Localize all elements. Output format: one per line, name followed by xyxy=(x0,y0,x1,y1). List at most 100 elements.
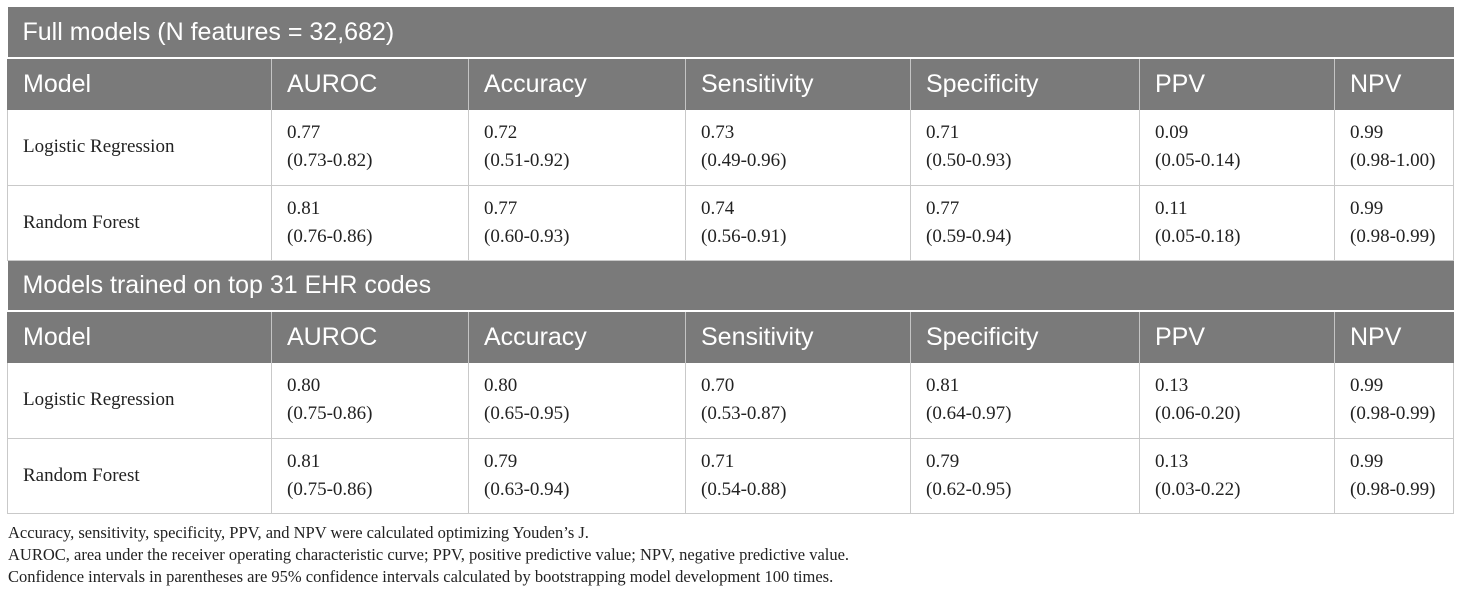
metric-ci: (0.75-0.86) xyxy=(287,478,373,500)
metric-value: 0.99 xyxy=(1350,375,1384,397)
results-table: Full models (N features = 32,682) Model … xyxy=(7,7,1455,514)
metric-value: 0.80 xyxy=(484,375,518,397)
metric-value: 0.99 xyxy=(1350,197,1384,219)
metric-ci: (0.56-0.91) xyxy=(701,225,787,247)
metric-value: 0.71 xyxy=(926,122,960,144)
metric-ci: (0.65-0.95) xyxy=(484,403,570,425)
metric-value: 0.77 xyxy=(484,197,518,219)
metric-ci: (0.06-0.20) xyxy=(1155,403,1241,425)
section-title: Full models (N features = 32,682) xyxy=(7,7,1454,59)
metric-cell: 0.99 (0.98-1.00) xyxy=(1333,110,1455,186)
model-name-cell: Logistic Regression xyxy=(7,363,272,439)
section-title-row: Full models (N features = 32,682) xyxy=(7,7,1454,59)
metric-cell: 0.71 (0.54-0.88) xyxy=(685,438,911,514)
metric-value: 0.73 xyxy=(701,122,735,144)
metric-ci: (0.53-0.87) xyxy=(701,403,787,425)
metric-value: 0.09 xyxy=(1155,122,1189,144)
model-name-cell: Random Forest xyxy=(7,185,272,261)
section-title-row: Models trained on top 31 EHR codes xyxy=(7,260,1454,312)
footnote: AUROC, area under the receiver operating… xyxy=(8,545,850,564)
metric-cell: 0.77 (0.59-0.94) xyxy=(910,185,1140,261)
column-header-row: Model AUROC Accuracy Sensitivity Specifi… xyxy=(7,311,1454,363)
model-name-cell: Logistic Regression xyxy=(7,110,272,186)
metric-ci: (0.54-0.88) xyxy=(701,478,787,500)
metric-ci: (0.03-0.22) xyxy=(1155,478,1241,500)
metric-value: 0.70 xyxy=(701,375,735,397)
metric-ci: (0.64-0.97) xyxy=(926,403,1012,425)
column-header-specificity: Specificity xyxy=(910,58,1140,110)
metric-ci: (0.63-0.94) xyxy=(484,478,570,500)
metric-value: 0.99 xyxy=(1350,122,1384,144)
metric-cell: 0.72 (0.51-0.92) xyxy=(468,110,686,186)
column-header-accuracy: Accuracy xyxy=(468,311,686,363)
metric-value: 0.80 xyxy=(287,375,321,397)
metric-cell: 0.99 (0.98-0.99) xyxy=(1333,185,1455,261)
metric-cell: 0.81 (0.64-0.97) xyxy=(910,363,1140,439)
metric-value: 0.81 xyxy=(926,375,960,397)
metric-cell: 0.79 (0.62-0.95) xyxy=(910,438,1140,514)
metric-ci: (0.76-0.86) xyxy=(287,225,373,247)
metric-cell: 0.81 (0.76-0.86) xyxy=(271,185,469,261)
metric-value: 0.13 xyxy=(1155,375,1189,397)
metric-ci: (0.49-0.96) xyxy=(701,150,787,172)
metric-cell: 0.79 (0.63-0.94) xyxy=(468,438,686,514)
metric-cell: 0.81 (0.75-0.86) xyxy=(271,438,469,514)
column-header-npv: NPV xyxy=(1333,311,1454,363)
metric-ci: (0.73-0.82) xyxy=(287,150,373,172)
column-header-sensitivity: Sensitivity xyxy=(685,311,911,363)
metric-cell: 0.73 (0.49-0.96) xyxy=(685,110,911,186)
metric-cell: 0.70 (0.53-0.87) xyxy=(685,363,911,439)
table-footnotes: Accuracy, sensitivity, specificity, PPV,… xyxy=(8,522,1448,588)
metric-ci: (0.62-0.95) xyxy=(926,478,1012,500)
footnote: Accuracy, sensitivity, specificity, PPV,… xyxy=(8,523,589,542)
metric-value: 0.81 xyxy=(287,450,321,472)
metric-cell: 0.11 (0.05-0.18) xyxy=(1139,185,1335,261)
metric-ci: (0.98-0.99) xyxy=(1350,225,1436,247)
column-header-row: Model AUROC Accuracy Sensitivity Specifi… xyxy=(7,58,1454,110)
metric-ci: (0.50-0.93) xyxy=(926,150,1012,172)
metric-cell: 0.80 (0.65-0.95) xyxy=(468,363,686,439)
metric-ci: (0.75-0.86) xyxy=(287,403,373,425)
table-row: Logistic Regression 0.80 (0.75-0.86) 0.80… xyxy=(7,363,1455,439)
metric-ci: (0.05-0.14) xyxy=(1155,150,1241,172)
column-header-ppv: PPV xyxy=(1139,311,1335,363)
metric-value: 0.81 xyxy=(287,197,321,219)
metric-ci: (0.98-1.00) xyxy=(1350,150,1436,172)
metric-cell: 0.13 (0.03-0.22) xyxy=(1139,438,1335,514)
column-header-npv: NPV xyxy=(1333,58,1454,110)
column-header-model: Model xyxy=(7,311,272,363)
metric-cell: 0.99 (0.98-0.99) xyxy=(1333,363,1455,439)
metric-ci: (0.05-0.18) xyxy=(1155,225,1241,247)
metric-ci: (0.51-0.92) xyxy=(484,150,570,172)
column-header-accuracy: Accuracy xyxy=(468,58,686,110)
metric-cell: 0.80 (0.75-0.86) xyxy=(271,363,469,439)
metric-cell: 0.71 (0.50-0.93) xyxy=(910,110,1140,186)
metric-value: 0.99 xyxy=(1350,450,1384,472)
metric-value: 0.72 xyxy=(484,122,518,144)
metric-value: 0.13 xyxy=(1155,450,1189,472)
model-name-cell: Random Forest xyxy=(7,438,272,514)
metric-value: 0.79 xyxy=(926,450,960,472)
column-header-auroc: AUROC xyxy=(271,311,469,363)
footnote: Confidence intervals in parentheses are … xyxy=(8,567,834,586)
metric-value: 0.71 xyxy=(701,450,735,472)
metric-value: 0.11 xyxy=(1155,197,1188,219)
metric-cell: 0.74 (0.56-0.91) xyxy=(685,185,911,261)
metric-ci: (0.59-0.94) xyxy=(926,225,1012,247)
table-row: Random Forest 0.81 (0.75-0.86) 0.79 (0.63-… xyxy=(7,438,1455,514)
metric-cell: 0.99 (0.98-0.99) xyxy=(1333,438,1455,514)
metric-cell: 0.13 (0.06-0.20) xyxy=(1139,363,1335,439)
metric-cell: 0.77 (0.73-0.82) xyxy=(271,110,469,186)
column-header-ppv: PPV xyxy=(1139,58,1335,110)
table-row: Random Forest 0.81 (0.76-0.86) 0.77 (0.60-… xyxy=(7,185,1455,261)
metric-value: 0.77 xyxy=(287,122,321,144)
column-header-auroc: AUROC xyxy=(271,58,469,110)
metric-cell: 0.09 (0.05-0.14) xyxy=(1139,110,1335,186)
metric-value: 0.74 xyxy=(701,197,735,219)
metric-ci: (0.98-0.99) xyxy=(1350,403,1436,425)
metric-ci: (0.98-0.99) xyxy=(1350,478,1436,500)
column-header-specificity: Specificity xyxy=(910,311,1140,363)
metric-value: 0.77 xyxy=(926,197,960,219)
metric-ci: (0.60-0.93) xyxy=(484,225,570,247)
column-header-model: Model xyxy=(7,58,272,110)
